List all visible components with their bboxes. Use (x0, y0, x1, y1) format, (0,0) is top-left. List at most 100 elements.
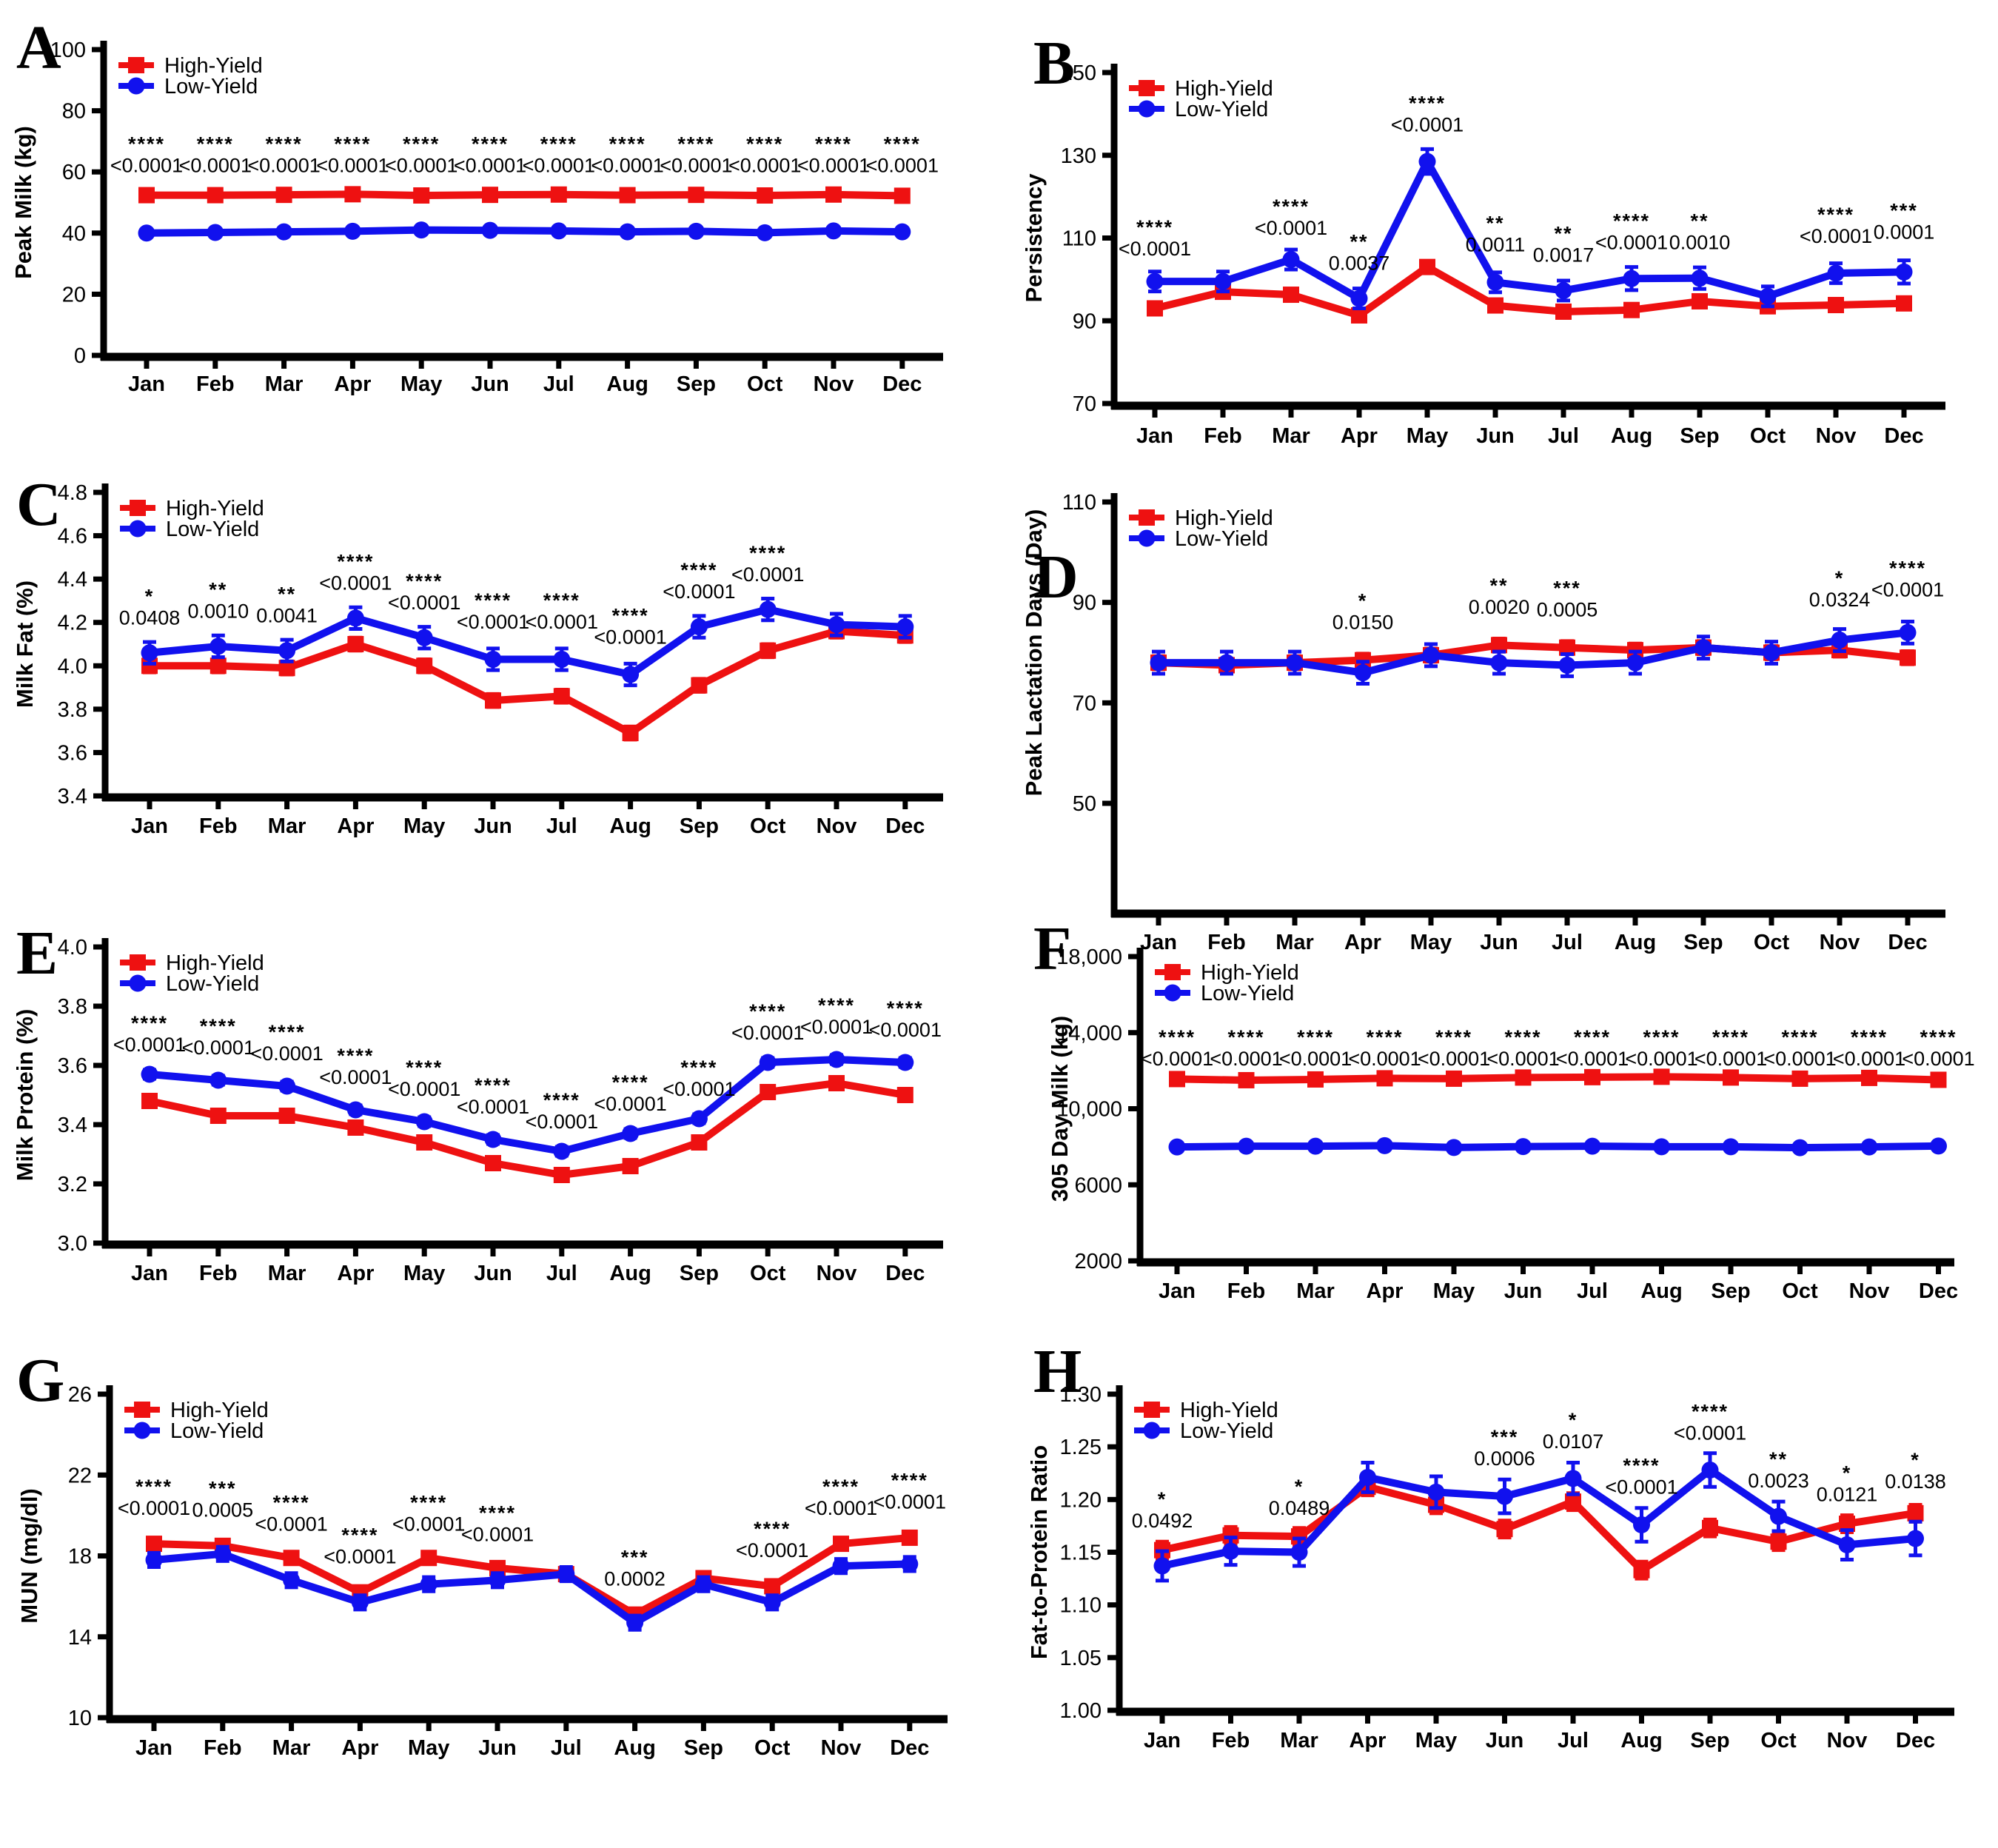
x-tick-label: Jun (1476, 424, 1515, 448)
low-yield-marker (550, 222, 568, 240)
legend-high-yield-label: High-Yield (164, 54, 263, 78)
low-yield-marker (346, 1101, 364, 1119)
high-yield-marker (550, 186, 567, 203)
high-yield-marker (1147, 300, 1163, 317)
significance-annotation: **0.0041 (256, 583, 318, 626)
high-yield-marker (828, 1075, 845, 1091)
significance-stars: **** (1409, 92, 1446, 114)
y-tick-label: 3.0 (58, 1232, 87, 1256)
x-tick-label: Jul (1577, 1279, 1608, 1303)
low-yield-marker (1376, 1136, 1393, 1154)
high-yield-marker (416, 657, 433, 674)
x-tick-label: Jul (546, 1262, 577, 1285)
significance-p-value: <0.0001 (731, 563, 804, 586)
significance-stars: ** (209, 579, 227, 601)
significance-stars: **** (754, 1518, 791, 1540)
significance-stars: **** (200, 1015, 237, 1037)
high-yield-marker (622, 1158, 639, 1174)
low-yield-marker (1418, 153, 1436, 170)
significance-p-value: 0.0017 (1533, 244, 1595, 266)
significance-stars: **** (475, 1074, 512, 1097)
x-tick-label: Jun (474, 814, 512, 838)
x-tick-label: May (403, 1262, 445, 1285)
x-tick-label: Aug (1640, 1279, 1682, 1303)
low-yield-marker (1930, 1137, 1947, 1155)
high-yield-marker (1930, 1071, 1947, 1088)
legend-low-yield-marker-icon (1138, 100, 1156, 118)
significance-stars: **** (1692, 1401, 1729, 1423)
low-yield-marker (1626, 654, 1644, 672)
x-tick-label: Jul (546, 814, 577, 838)
significance-annotation: ****<0.0001 (1418, 1026, 1490, 1070)
low-yield-marker (557, 1565, 575, 1583)
significance-p-value: <0.0001 (247, 154, 320, 176)
significance-stars: **** (612, 605, 649, 627)
significance-p-value: <0.0001 (110, 154, 183, 176)
legend-low-yield-marker-icon (133, 1422, 151, 1439)
significance-stars: **** (543, 1089, 580, 1111)
low-yield-marker (553, 1142, 571, 1160)
significance-annotation: ***0.0002 (604, 1546, 666, 1590)
y-tick-label: 20 (62, 283, 86, 307)
legend-low-yield-label: Low-Yield (164, 75, 258, 98)
panel-B: B 70 90 110 130 150 Jan Feb Mar Apr May Jun Jul Aug Se… (1021, 29, 1945, 448)
x-tick-label: Aug (1620, 1729, 1662, 1752)
significance-stars: **** (1574, 1026, 1611, 1048)
high-yield-marker (347, 636, 364, 652)
significance-stars: **** (1273, 195, 1310, 218)
significance-stars: **** (609, 133, 646, 155)
high-yield-marker (209, 657, 227, 674)
low-yield-marker (1899, 623, 1917, 641)
low-yield-line (146, 1056, 909, 1155)
low-yield-marker (138, 224, 155, 242)
y-axis-title: Fat-to-Protein Ratio (1026, 1445, 1052, 1659)
significance-annotation: ****<0.0001 (594, 1071, 666, 1115)
significance-p-value: 0.0005 (1537, 598, 1598, 620)
y-tick-label: 1.20 (1060, 1488, 1102, 1512)
significance-p-value: <0.0001 (663, 1078, 735, 1100)
low-yield-marker (1427, 1483, 1445, 1501)
significance-annotation: ****<0.0001 (1800, 204, 1872, 247)
low-yield-series (138, 221, 911, 242)
y-tick-label: 4.2 (58, 612, 87, 635)
y-tick-label: 10 (68, 1707, 92, 1730)
x-tick-label: Dec (1896, 1729, 1935, 1752)
high-yield-marker (1307, 1071, 1324, 1088)
high-yield-line (146, 1079, 909, 1179)
significance-stars: **** (135, 1476, 172, 1498)
high-yield-marker (760, 642, 777, 659)
y-tick-label: 1.15 (1060, 1541, 1102, 1565)
panel-letter: A (16, 13, 61, 82)
high-yield-marker (1900, 649, 1916, 666)
low-yield-marker (1150, 654, 1167, 672)
high-yield-line (150, 1533, 913, 1618)
significance-p-value: 0.0005 (192, 1499, 254, 1521)
significance-p-value: 0.0001 (1874, 221, 1935, 244)
significance-stars: **** (1781, 1026, 1818, 1048)
significance-annotation: ****<0.0001 (1871, 557, 1944, 600)
high-yield-marker (141, 1093, 158, 1109)
low-yield-marker (756, 224, 774, 241)
x-tick-label: May (1407, 424, 1448, 448)
y-tick-label: 4.4 (58, 568, 87, 592)
significance-stars: *** (621, 1546, 649, 1568)
significance-stars: **** (887, 997, 924, 1020)
significance-p-value: 0.0037 (1329, 252, 1390, 274)
significance-annotation: ***0.0005 (192, 1478, 254, 1521)
y-axis-title: Milk Protein (%) (12, 1009, 38, 1182)
significance-stars: **** (403, 133, 440, 155)
y-axis-title: 305 Day Milk (kg) (1047, 1016, 1073, 1202)
x-tick-label: Feb (204, 1736, 242, 1760)
low-yield-marker (141, 1065, 158, 1083)
panel-letter: D (1033, 543, 1079, 612)
significance-annotation: *0.0489 (1269, 1476, 1330, 1519)
y-tick-label: 1.00 (1060, 1699, 1102, 1723)
legend-high-yield-label: High-Yield (170, 1399, 269, 1422)
low-yield-marker (1496, 1487, 1513, 1505)
low-yield-line (146, 606, 909, 678)
high-yield-series (141, 623, 913, 742)
significance-stars: **** (822, 1476, 859, 1498)
high-yield-marker (1723, 1069, 1739, 1086)
significance-p-value: <0.0001 (728, 154, 801, 176)
